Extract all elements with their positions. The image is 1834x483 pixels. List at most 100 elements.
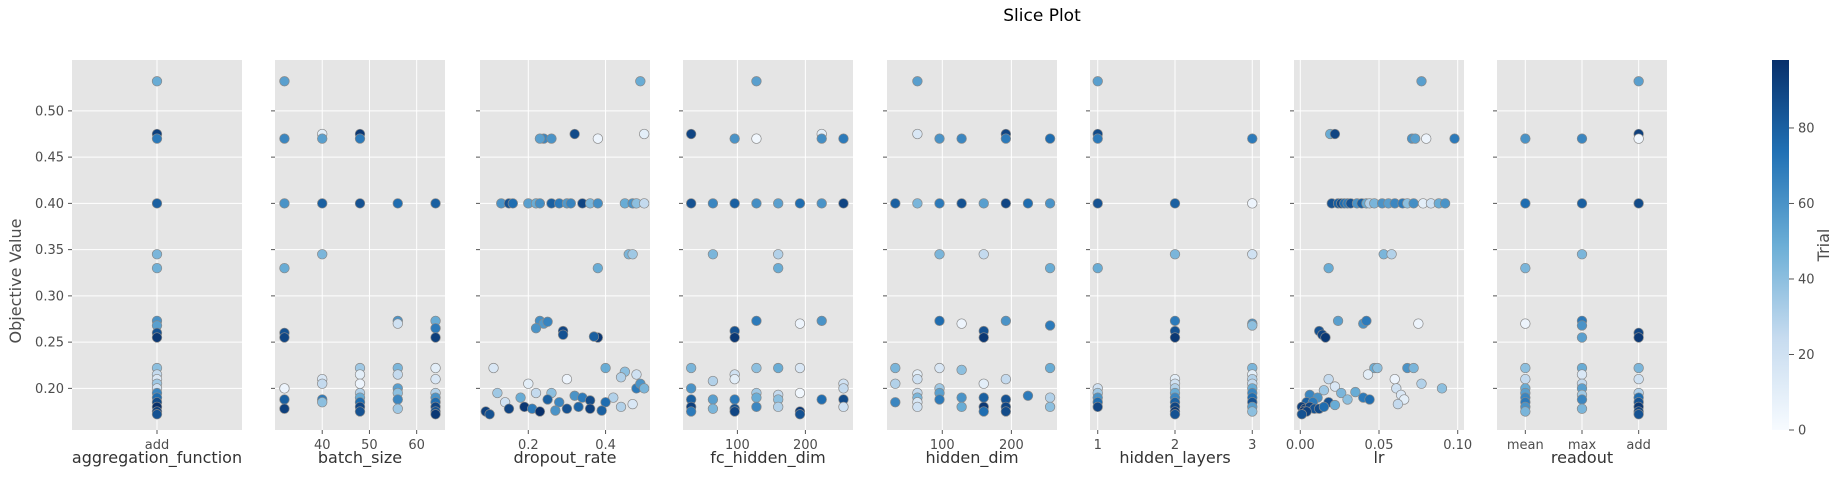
data-point bbox=[588, 331, 600, 342]
data-point bbox=[1342, 394, 1353, 405]
x-axis-label: batch_size bbox=[318, 448, 402, 468]
data-point bbox=[773, 362, 784, 374]
data-point bbox=[592, 198, 603, 209]
data-point bbox=[635, 76, 646, 87]
data-point bbox=[934, 394, 945, 405]
data-point bbox=[978, 378, 989, 389]
data-point bbox=[592, 262, 603, 274]
data-point bbox=[1296, 409, 1308, 420]
colorbar-tick-label: 60 bbox=[1798, 197, 1815, 212]
data-point bbox=[890, 378, 901, 389]
data-point bbox=[554, 397, 565, 408]
x-tick-label: 2 bbox=[1171, 438, 1179, 453]
data-point bbox=[317, 249, 328, 260]
data-point bbox=[1044, 198, 1056, 209]
x-tick-label: mean bbox=[1507, 438, 1544, 453]
colorbar-tick-label: 20 bbox=[1798, 348, 1815, 363]
data-point bbox=[1576, 369, 1588, 380]
data-point bbox=[354, 369, 366, 380]
data-point bbox=[729, 198, 740, 209]
data-point bbox=[279, 383, 290, 394]
x-tick-label: 0.4 bbox=[595, 438, 616, 453]
data-point bbox=[354, 406, 366, 417]
data-point bbox=[151, 76, 163, 87]
x-tick-label: 0.00 bbox=[1286, 438, 1315, 453]
data-point bbox=[1633, 332, 1644, 343]
data-point bbox=[751, 392, 762, 403]
colorbar-tick-label: 0 bbox=[1798, 424, 1806, 439]
data-point bbox=[317, 378, 328, 389]
x-tick-label: 50 bbox=[361, 438, 378, 453]
data-point bbox=[707, 394, 719, 405]
data-points bbox=[1296, 76, 1460, 420]
data-point bbox=[1092, 133, 1103, 144]
data-point bbox=[1092, 262, 1103, 274]
data-point bbox=[534, 406, 546, 417]
x-tick-label: 3 bbox=[1248, 438, 1256, 453]
data-point bbox=[956, 392, 967, 403]
data-point bbox=[430, 198, 441, 209]
y-tick-label: 0.40 bbox=[35, 197, 64, 212]
data-point bbox=[1410, 133, 1421, 144]
data-point bbox=[484, 409, 495, 420]
data-point bbox=[912, 373, 923, 385]
data-point bbox=[816, 133, 827, 144]
data-point bbox=[1408, 198, 1419, 209]
data-point bbox=[151, 198, 163, 209]
data-point bbox=[392, 403, 403, 414]
data-point bbox=[1169, 409, 1181, 420]
data-point bbox=[1576, 403, 1588, 414]
data-points bbox=[686, 76, 849, 420]
data-point bbox=[816, 198, 827, 209]
data-point bbox=[1576, 394, 1588, 405]
x-axis-label: readout bbox=[1551, 448, 1613, 467]
data-points bbox=[279, 76, 441, 420]
data-point bbox=[1449, 133, 1460, 144]
data-point bbox=[956, 401, 967, 413]
x-tick-label: 60 bbox=[408, 438, 425, 453]
data-point bbox=[686, 128, 697, 140]
data-point bbox=[430, 409, 441, 420]
data-point bbox=[492, 387, 503, 399]
colorbar-tick-label: 40 bbox=[1798, 272, 1815, 287]
data-point bbox=[978, 392, 989, 403]
data-point bbox=[794, 409, 806, 420]
data-point bbox=[707, 403, 719, 414]
data-points bbox=[151, 76, 163, 420]
data-point bbox=[279, 332, 290, 343]
data-point bbox=[569, 128, 580, 140]
data-point bbox=[956, 318, 967, 329]
data-point bbox=[773, 401, 784, 413]
data-point bbox=[1000, 198, 1012, 209]
data-point bbox=[1318, 401, 1330, 413]
data-point bbox=[1633, 362, 1644, 374]
data-point bbox=[1022, 390, 1034, 401]
data-point bbox=[1633, 133, 1644, 144]
data-point bbox=[279, 394, 290, 405]
data-point bbox=[838, 401, 849, 413]
panel-background bbox=[887, 60, 1057, 430]
data-point bbox=[354, 378, 366, 389]
panel-lr: 0.00 0.05 0.10 lr bbox=[1286, 60, 1472, 467]
data-point bbox=[1044, 133, 1056, 144]
panel-batch-size: 40 50 60 batch_size bbox=[271, 60, 445, 468]
data-point bbox=[542, 394, 553, 405]
data-point bbox=[890, 397, 901, 408]
data-point bbox=[1386, 249, 1397, 260]
data-point bbox=[546, 133, 557, 144]
data-point bbox=[430, 362, 441, 374]
data-point bbox=[627, 249, 638, 260]
colorbar-gradient bbox=[1772, 60, 1789, 430]
x-tick-label: 40 bbox=[314, 438, 331, 453]
data-point bbox=[279, 198, 290, 209]
data-points bbox=[890, 76, 1056, 417]
data-point bbox=[1416, 76, 1427, 87]
data-point bbox=[1044, 320, 1056, 331]
data-point bbox=[707, 375, 719, 387]
data-point bbox=[1520, 198, 1531, 209]
data-point bbox=[561, 403, 573, 414]
data-point bbox=[707, 249, 719, 260]
data-point bbox=[1362, 369, 1374, 380]
data-point bbox=[615, 401, 627, 413]
